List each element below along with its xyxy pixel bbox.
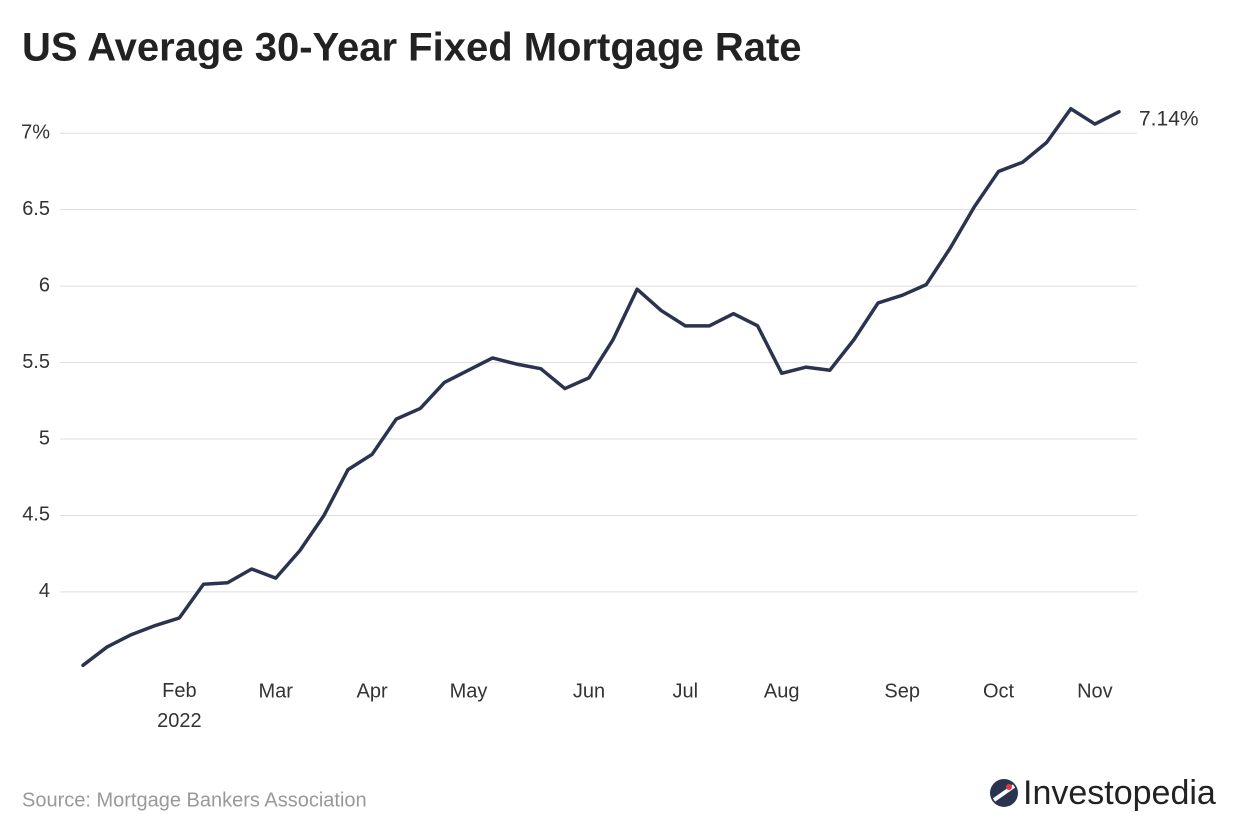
y-tick-label: 7% [21, 122, 50, 144]
x-tick-label: Feb 2022 [157, 680, 202, 732]
x-tick-label: Nov [1077, 680, 1113, 702]
x-tick-label: Aug [764, 680, 800, 702]
x-tick-label: Jun [573, 680, 605, 702]
x-tick-label: Jul [673, 680, 699, 702]
brand: Investopedia [1023, 774, 1216, 812]
y-tick-label: 4.5 [22, 504, 50, 526]
source: Source: Mortgage Bankers Association [22, 789, 367, 811]
x-tick-label: May [450, 680, 488, 702]
x-tick-label: Sep [884, 680, 920, 702]
chart-title: US Average 30-Year Fixed Mortgage Rate [22, 26, 802, 70]
data-label: 7.14% [1139, 107, 1199, 130]
x-tick-label: Oct [983, 680, 1015, 702]
y-tick-label: 5 [39, 427, 50, 449]
y-tick-label: 6.5 [22, 198, 50, 220]
y-tick-label: 4 [39, 580, 50, 602]
x-tick-label: Mar [259, 680, 294, 702]
y-tick-label: 5.5 [22, 351, 50, 373]
x-tick-label: Apr [357, 680, 388, 702]
brand-logo: Investopedia [990, 774, 1216, 812]
y-tick-label: 6 [39, 274, 50, 296]
line [81, 107, 1121, 668]
